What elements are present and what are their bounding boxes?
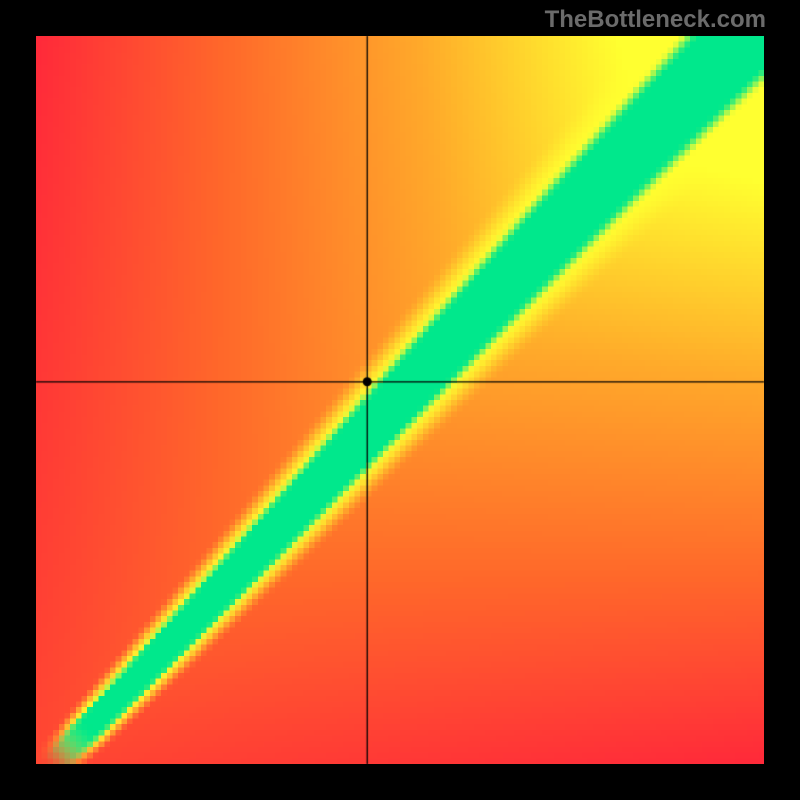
watermark-text: TheBottleneck.com <box>545 6 766 34</box>
bottleneck-heatmap <box>36 36 764 764</box>
chart-container: TheBottleneck.com <box>0 0 800 800</box>
